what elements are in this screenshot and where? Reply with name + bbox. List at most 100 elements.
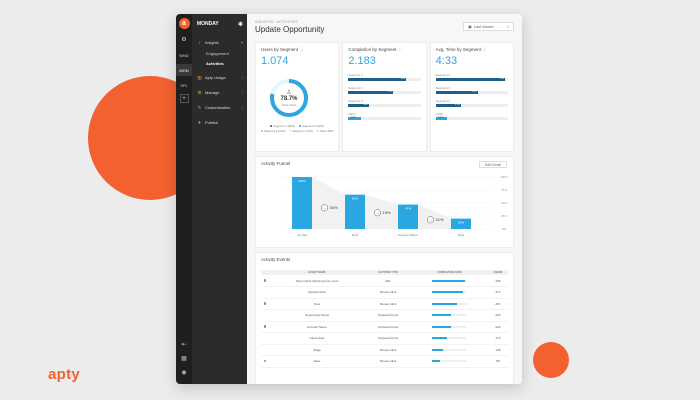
segment-bar: 5:32: [435, 77, 508, 81]
sidebar-item-apty-usage[interactable]: ▥ Apty Usage ›: [192, 72, 247, 83]
period-value: Last Month: [473, 24, 494, 29]
funnel-conversion-label: 31%: [436, 217, 444, 222]
legend-swatch: [299, 125, 302, 127]
card-value: 4:33: [435, 55, 458, 67]
segment-row: Other 104: [348, 112, 421, 120]
breadcrumb-item[interactable]: INSIGHTS: [255, 20, 274, 24]
completion-rate-bar: [432, 360, 467, 363]
add-workspace-button[interactable]: +: [179, 94, 189, 103]
row-marker-cell: [261, 344, 269, 356]
legend-item: Segment 4 (3%): [289, 129, 313, 133]
completion-rate-bar: [432, 302, 467, 305]
event-name-cell: https://na21.lightning.force.com/: [269, 275, 366, 287]
segment-bar-fill: 4:01: [435, 103, 461, 107]
table-row[interactable]: Close Date Keyboard Input 176: [261, 332, 508, 345]
donut-label: Total Users: [281, 102, 297, 107]
chevron-down-icon: ▾: [507, 24, 509, 29]
card-title: Completion by Segment: [348, 47, 397, 52]
legend-item: Other (5%): [316, 129, 334, 133]
column-header[interactable]: EVENT NAME: [269, 270, 366, 275]
publish-icon: ✈: [197, 119, 202, 125]
row-marker-cell: [261, 275, 269, 287]
sidebar-item-manage[interactable]: ⚙ Manage ›: [192, 87, 247, 98]
segment-name: Other: [348, 112, 356, 116]
period-select[interactable]: ▣ Last Month ▾: [463, 22, 514, 31]
row-marker-cell: [261, 321, 269, 333]
legend-label: Other (5%): [319, 129, 334, 133]
segment-row: Segment 1 882: [348, 73, 421, 81]
completion-rate-fill: [432, 291, 463, 294]
table-row[interactable]: Opportunities Mouse Click 377: [261, 286, 508, 299]
donut-chart: ♙ 78.7% Total Users: [268, 77, 310, 119]
sidebar-item-insights[interactable]: ♀ Insights ▾: [192, 37, 247, 48]
card-avg-time-by-segment: Avg. Time by Segment ⓘ 4:33 Segment 4 5:3…: [429, 42, 514, 152]
main-content: INSIGHTS › ACTIVITIES Update Opportunity…: [247, 14, 522, 384]
rail-item-mon[interactable]: MON: [176, 64, 192, 76]
breadcrumb-separator: ›: [274, 20, 277, 24]
user-icon: ♙: [286, 89, 292, 96]
legend-swatch: [260, 130, 263, 132]
nav-group: ✎ Customization ›: [192, 102, 247, 113]
segment-name: Segment 3: [435, 86, 451, 90]
table-row[interactable]: Account Name Keyboard Input 224: [261, 321, 508, 333]
apty-logo-icon[interactable]: a: [178, 18, 190, 29]
app-window: a ⚙ WND MON SPL + ⇤ ▦ ◉ MONDAY ✱ ♀ Insights…: [176, 14, 522, 384]
info-icon[interactable]: ⓘ: [397, 47, 402, 52]
profile-icon[interactable]: ◉: [181, 370, 187, 376]
legend-label: Segment 1 (46%): [273, 124, 296, 128]
completion-rate-cell: [411, 275, 488, 287]
events-table: EVENT NAME CAPTURE TYPE COMPLETION RATE …: [261, 270, 508, 368]
column-header[interactable]: USERS: [487, 270, 508, 275]
table-row[interactable]: New Mouse Click 287: [261, 298, 508, 310]
info-icon[interactable]: ⓘ: [482, 47, 487, 52]
column-header[interactable]: CAPTURE TYPE: [365, 270, 412, 275]
event-name-cell: Opportunity Name: [269, 309, 366, 322]
activity-funnel-panel: Activity Funnel Edit Funnel 100% 75% 50% 25…: [255, 156, 514, 248]
funnel-category-label: Go Sell: [297, 233, 307, 237]
breadcrumb-item[interactable]: ACTIVITIES: [276, 20, 298, 24]
settings-icon[interactable]: ⚙: [181, 37, 187, 43]
chevron-right-icon: ›: [241, 90, 243, 95]
event-name-cell: Account Name: [269, 321, 366, 333]
table-row[interactable]: Stage Mouse Click 138: [261, 344, 508, 356]
users-cell: 287: [487, 298, 508, 310]
event-name-cell: Stage: [269, 344, 366, 356]
capture-type-cell: Mouse Click: [365, 344, 412, 356]
manage-icon: ⚙: [197, 89, 202, 95]
legend-label: Segment 2 (22%): [302, 124, 324, 128]
column-header[interactable]: COMPLETION RATE: [411, 270, 488, 275]
sidebar-subitem-activities[interactable]: Activities: [206, 60, 224, 66]
collapse-icon[interactable]: ⇤: [181, 342, 187, 348]
y-tick-label: 50%: [501, 201, 507, 205]
row-marker-dot: [263, 325, 267, 328]
table-row[interactable]: https://na21.lightning.force.com/URL 405: [261, 275, 508, 287]
table-row[interactable]: Opportunity Name Keyboard Input 226: [261, 309, 508, 322]
event-name-cell: New: [269, 298, 366, 310]
event-name-cell: Close Date: [269, 332, 366, 345]
y-tick-label: 25%: [501, 214, 507, 218]
users-cell: 224: [487, 321, 508, 333]
donut-percent: 78.7%: [280, 95, 298, 102]
donut-arc: [270, 79, 308, 117]
card-title: Avg. Time by Segment: [435, 47, 481, 52]
sidebar-item-customization[interactable]: ✎ Customization ›: [192, 102, 247, 113]
sidebar-item-publish[interactable]: ✈ Publish: [192, 117, 247, 128]
segment-value: 1:14: [437, 116, 443, 119]
completion-rate-bar: [432, 325, 467, 328]
rail-item-spl[interactable]: SPL: [180, 82, 188, 88]
completion-rate-fill: [432, 325, 451, 328]
segment-value: 120: [363, 103, 368, 106]
table-row[interactable]: Save Mouse Click 89: [261, 355, 508, 368]
edit-funnel-button[interactable]: Edit Funnel: [478, 161, 507, 168]
segment-bar-fill: 882: [348, 77, 407, 81]
chevron-right-icon: ›: [241, 75, 243, 80]
completion-rate-cell: [411, 355, 488, 368]
completion-rate-fill: [432, 337, 448, 340]
rail-item-wnd[interactable]: WND: [179, 52, 189, 58]
calendar-icon: ▣: [468, 24, 472, 29]
completion-rate-bar: [432, 291, 467, 294]
info-icon[interactable]: ⓘ: [299, 47, 304, 52]
grid-icon[interactable]: ▦: [181, 356, 187, 362]
sidebar-subitem-engagement[interactable]: Engagement: [206, 50, 229, 56]
workspace-settings-icon[interactable]: ✱: [237, 21, 243, 28]
